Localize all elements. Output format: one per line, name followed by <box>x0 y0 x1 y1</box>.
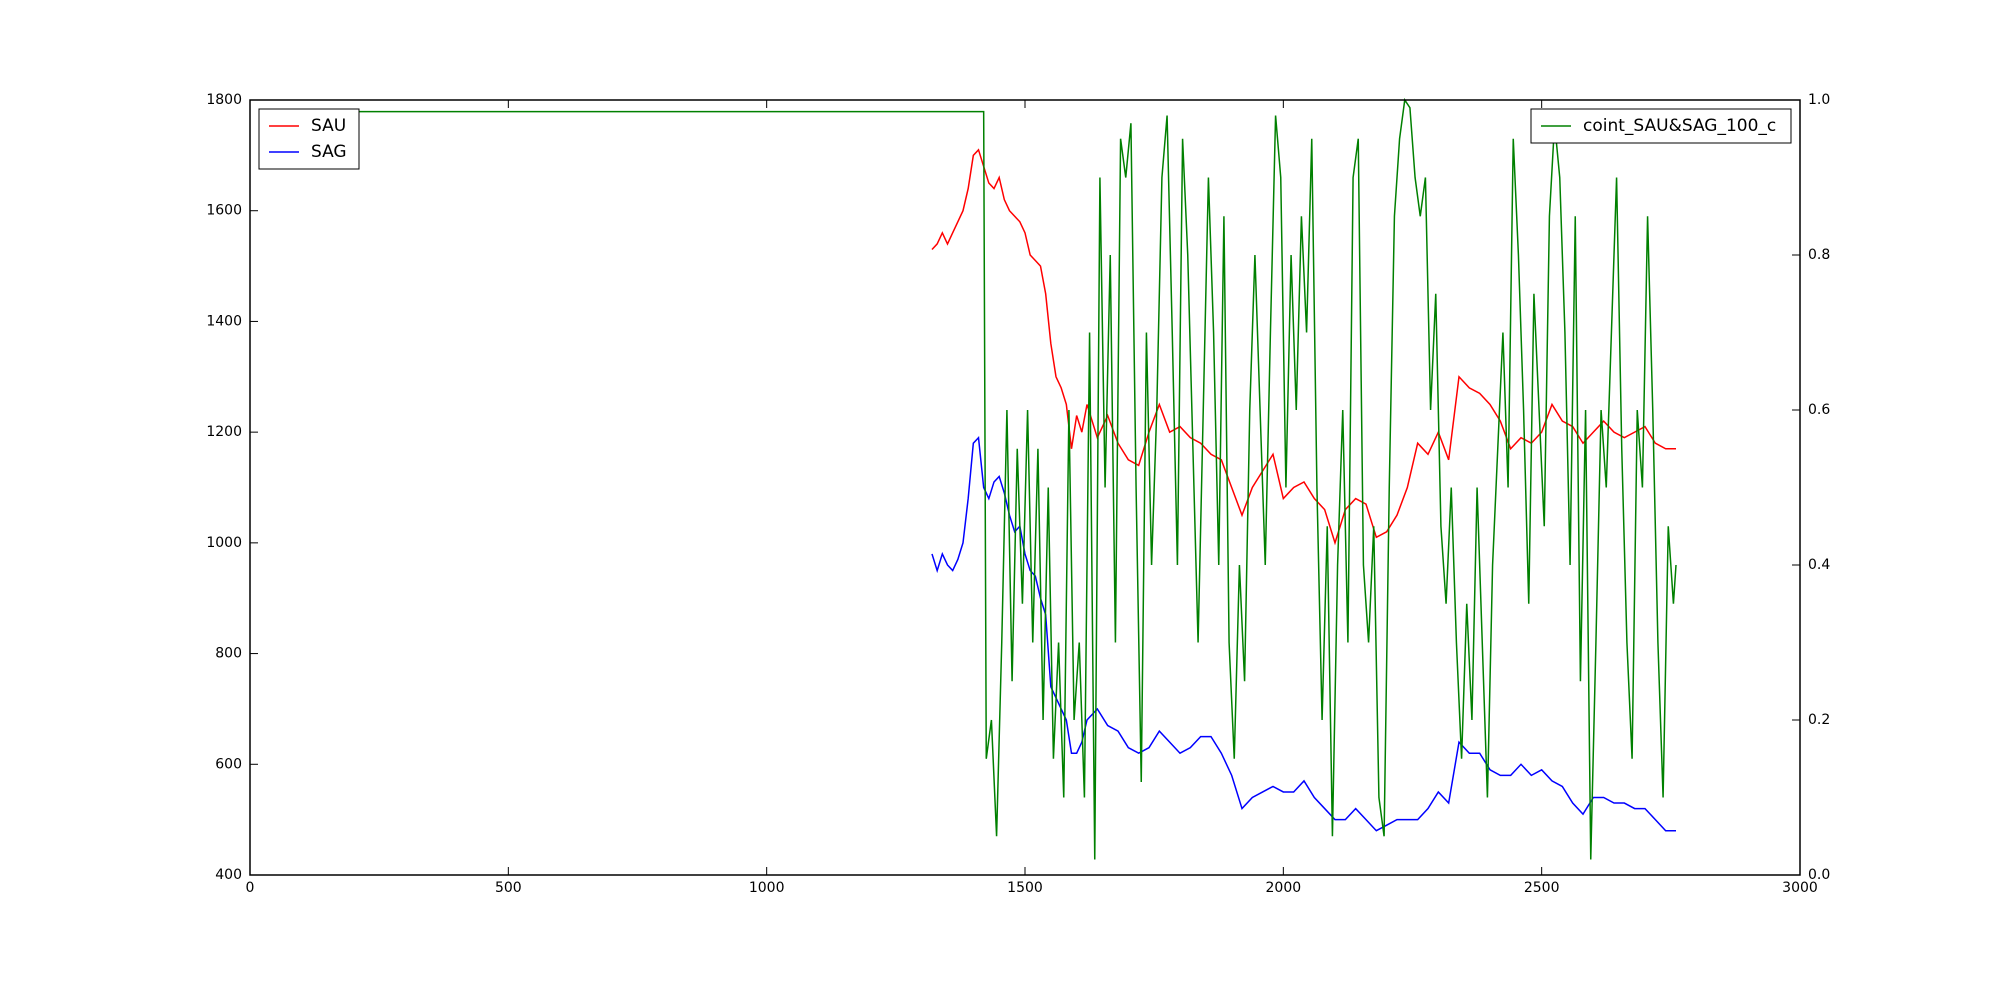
x-tick-label: 1500 <box>1007 880 1043 896</box>
y-tick-label: 1400 <box>206 313 242 329</box>
y-tick-label: 1600 <box>206 203 242 219</box>
plot-frame <box>249 99 1801 876</box>
x-tick-label: 1000 <box>749 880 785 896</box>
y-tick-label: 400 <box>215 867 242 883</box>
x-tick-label: 500 <box>495 880 522 896</box>
legend-label: SAG <box>311 142 347 162</box>
y-tick-label: 1000 <box>206 535 242 551</box>
y2-tick-label: 0.4 <box>1808 557 1830 573</box>
y-tick-label: 800 <box>215 646 242 662</box>
y2-tick-label: 0.6 <box>1808 402 1830 418</box>
y2-tick-label: 0.0 <box>1808 867 1830 883</box>
x-tick-label: 3000 <box>1782 880 1818 896</box>
series-line <box>931 148 1676 546</box>
y2-tick-label: 0.2 <box>1808 712 1830 728</box>
series-line <box>931 435 1676 832</box>
y-tick-label: 1200 <box>206 424 242 440</box>
legend-label: SAU <box>311 116 346 136</box>
y2-tick-label: 0.8 <box>1808 247 1830 263</box>
legend-label: coint_SAU&SAG_100_c <box>1583 116 1776 136</box>
y-tick-label: 600 <box>215 756 242 772</box>
legend-box <box>1530 108 1792 144</box>
y-tick-label: 1800 <box>206 92 242 108</box>
legend-box <box>258 108 360 170</box>
x-tick-label: 0 <box>246 880 255 896</box>
series-line <box>301 97 1677 860</box>
x-tick-label: 2500 <box>1524 880 1560 896</box>
y2-tick-label: 1.0 <box>1808 92 1830 108</box>
x-tick-label: 2000 <box>1266 880 1302 896</box>
